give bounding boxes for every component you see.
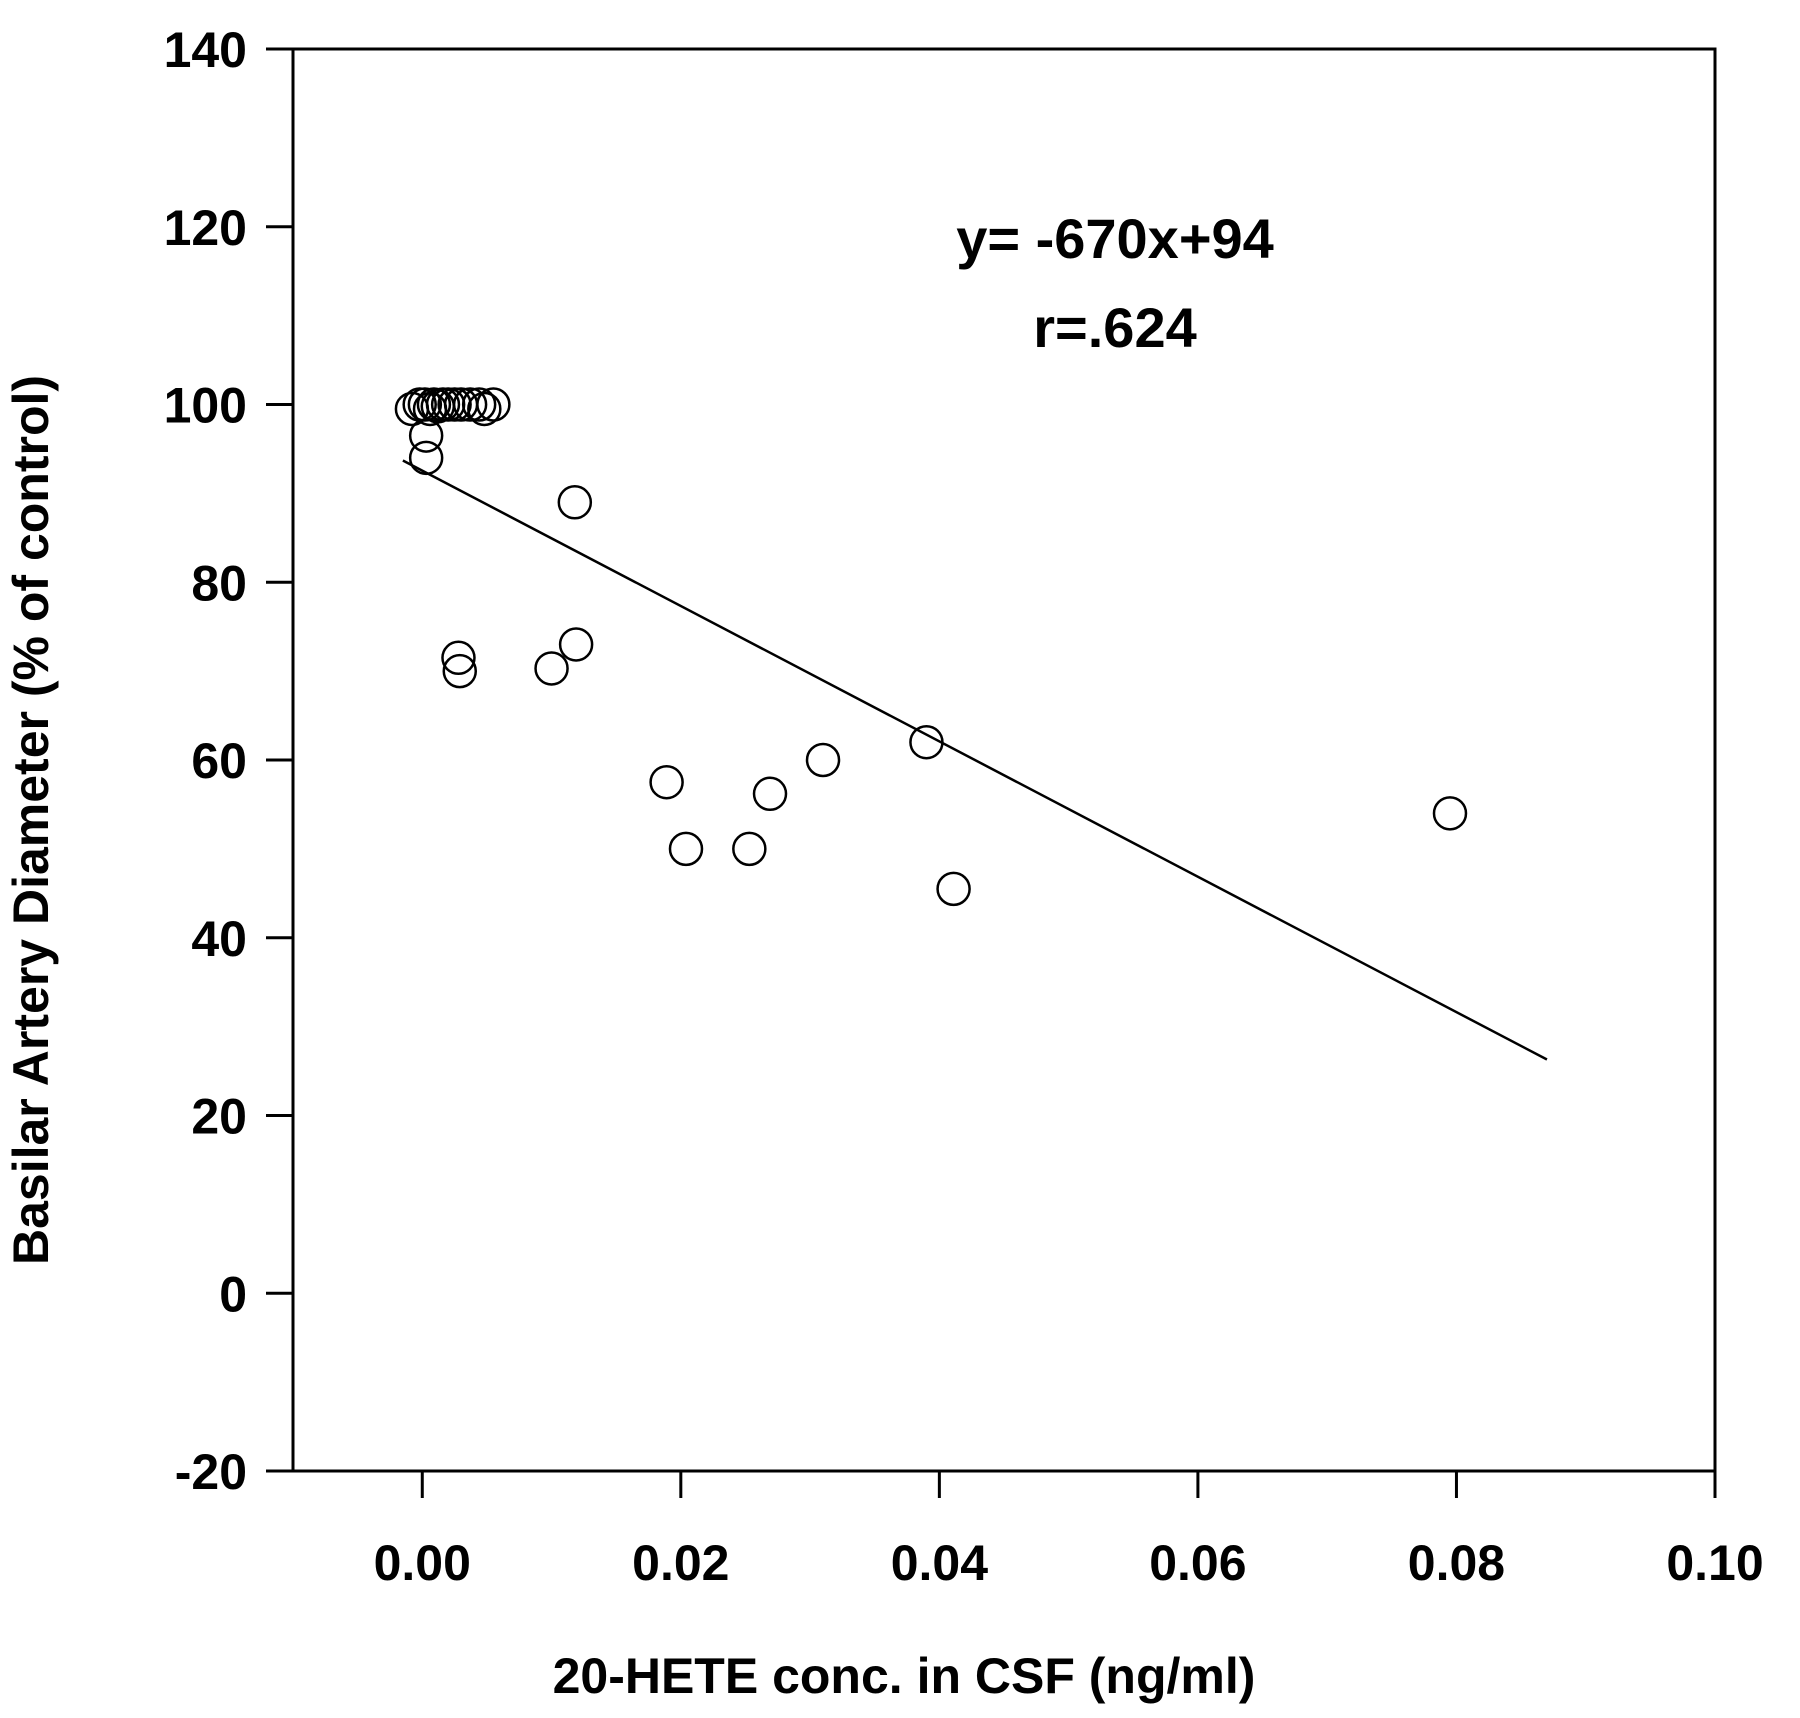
correlation-annotation: r=.624 [1033, 296, 1197, 359]
data-point [441, 640, 476, 676]
data-point [476, 387, 511, 422]
data-point [732, 831, 767, 867]
data-point [461, 387, 497, 422]
data-point [442, 653, 478, 689]
data-point [437, 387, 472, 422]
y-tick-label: 20 [191, 1089, 247, 1145]
y-tick-label: 60 [191, 733, 247, 789]
y-tick-label: 100 [164, 378, 247, 434]
x-tick-label: 0.00 [374, 1535, 471, 1591]
y-tick-label: 0 [219, 1266, 247, 1322]
data-point [1432, 796, 1468, 831]
regression-line [402, 459, 1548, 1061]
y-axis-title: Basilar Artery Diameter (% of control) [3, 375, 59, 1265]
equation-annotation: y= -670x+94 [956, 207, 1274, 270]
x-axis: 0.00 0.02 0.04 0.06 0.08 0.10 [374, 1471, 1764, 1591]
x-axis-title: 20-HETE conc. in CSF (ng/ml) [553, 1648, 1256, 1704]
y-tick-label: 120 [164, 200, 247, 256]
data-point [649, 764, 684, 800]
y-tick-label: 140 [164, 22, 247, 78]
data-point [558, 627, 594, 662]
data-point [936, 871, 971, 907]
data-point [668, 831, 704, 867]
y-tick-label: -20 [175, 1444, 247, 1500]
x-tick-label: 0.10 [1666, 1535, 1763, 1591]
data-point [534, 651, 569, 686]
x-tick-label: 0.08 [1408, 1535, 1505, 1591]
y-tick-label: 80 [191, 555, 247, 611]
x-tick-label: 0.04 [891, 1535, 989, 1591]
data-point [452, 387, 488, 422]
data-point [752, 776, 788, 812]
data-point [408, 440, 444, 476]
data-point [909, 724, 944, 760]
data-point [467, 391, 502, 427]
y-axis: -20 0 20 40 60 80 100 120 140 [164, 22, 293, 1500]
data-point [805, 742, 841, 778]
x-tick-label: 0.06 [1149, 1535, 1246, 1591]
data-point [408, 418, 444, 453]
y-tick-label: 40 [191, 911, 247, 967]
data-point [557, 485, 593, 520]
data-points [394, 387, 1468, 907]
x-tick-label: 0.02 [632, 1535, 729, 1591]
